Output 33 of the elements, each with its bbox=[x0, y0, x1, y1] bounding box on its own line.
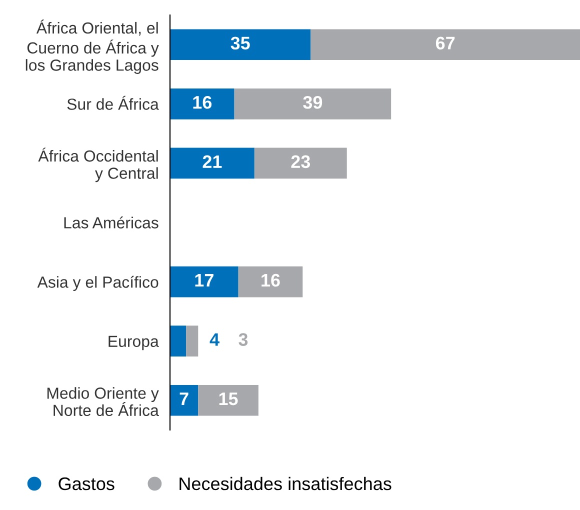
bar bbox=[310, 29, 580, 60]
data-label: 67 bbox=[436, 36, 455, 50]
data-label: 15 bbox=[219, 392, 238, 406]
y-tick-label: Las Américas bbox=[64, 216, 158, 228]
legend-label: Necesidades insatisfechas bbox=[180, 476, 392, 490]
y-tick-label: Asia y el Pacífico bbox=[37, 276, 158, 291]
data-label: 16 bbox=[262, 274, 280, 287]
bar bbox=[186, 326, 198, 356]
data-label: 17 bbox=[195, 274, 214, 286]
data-label: 21 bbox=[202, 155, 222, 168]
bar bbox=[198, 384, 258, 416]
bar bbox=[170, 29, 311, 60]
y-tick-label: Europa bbox=[108, 336, 159, 350]
data-label: 7 bbox=[180, 392, 188, 406]
data-label: 16 bbox=[193, 96, 212, 109]
bar bbox=[170, 88, 234, 120]
bar bbox=[170, 266, 238, 298]
data-label: 4 bbox=[210, 333, 220, 346]
bar bbox=[170, 384, 198, 416]
legend-label: Gastos bbox=[58, 477, 114, 490]
bar bbox=[170, 148, 254, 179]
data-label: 23 bbox=[291, 155, 310, 168]
y-tick-label: Sur de África bbox=[67, 96, 159, 110]
bar bbox=[254, 148, 347, 179]
y-tick-label: Medio Oriente y Norte de África bbox=[47, 387, 159, 416]
y-tick-label: África Occidental y Central bbox=[38, 148, 158, 182]
bar bbox=[238, 266, 303, 298]
data-label: 3 bbox=[238, 333, 248, 346]
y-tick-label: África Oriental, el Cuerno de África y los Grandes Lagos bbox=[26, 20, 159, 74]
data-label: 35 bbox=[230, 36, 250, 50]
data-label: 39 bbox=[303, 96, 322, 109]
bar bbox=[234, 88, 392, 120]
bar bbox=[170, 326, 186, 356]
